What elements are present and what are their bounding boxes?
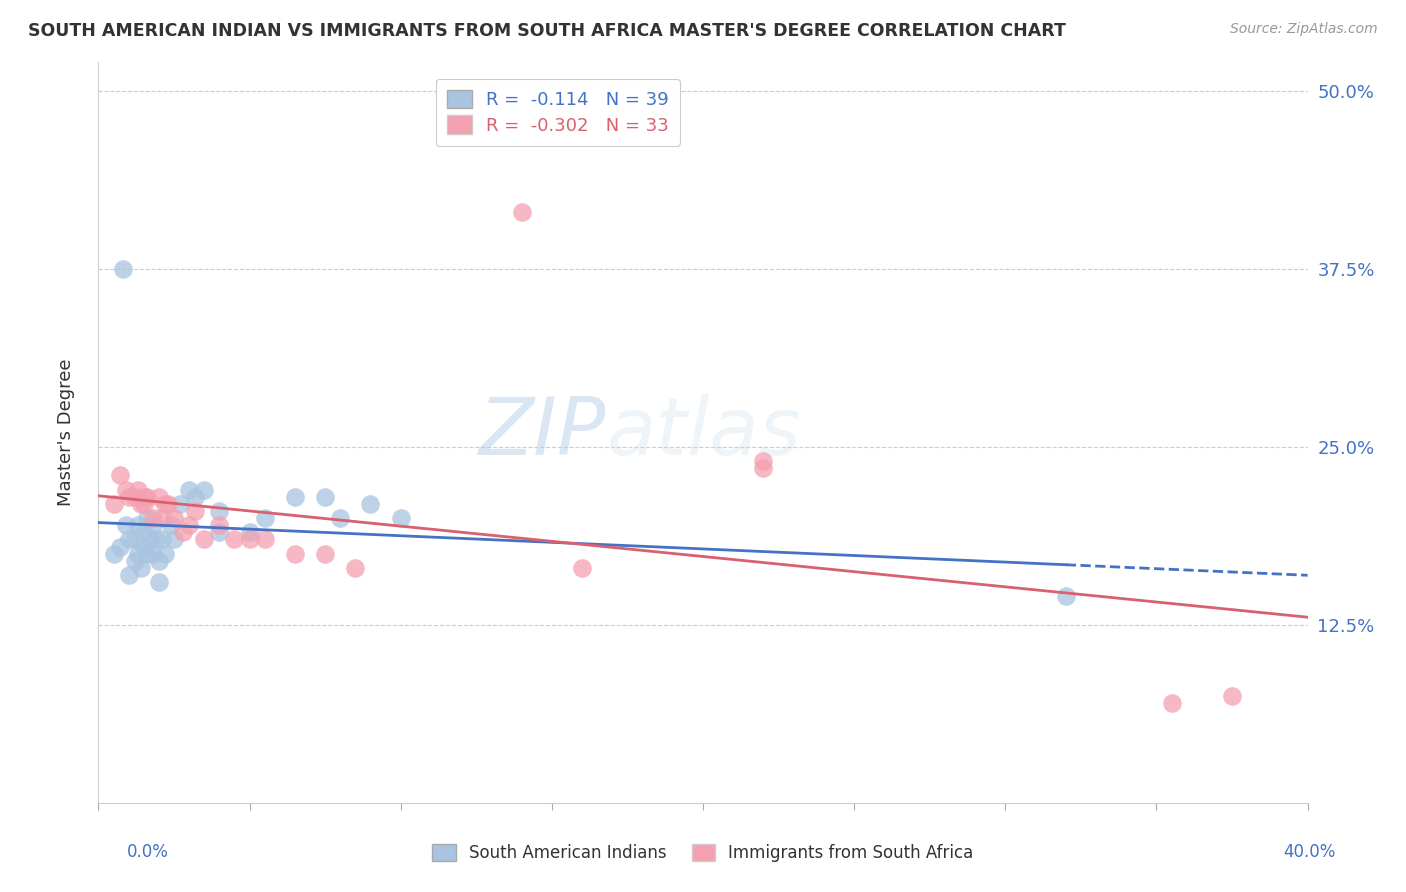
Point bbox=[124, 490, 146, 504]
Point bbox=[132, 490, 155, 504]
Point bbox=[314, 490, 336, 504]
Point bbox=[142, 547, 165, 561]
Point bbox=[148, 490, 170, 504]
Point bbox=[127, 483, 149, 497]
Point bbox=[118, 490, 141, 504]
Point bbox=[193, 533, 215, 547]
Point bbox=[752, 461, 775, 475]
Point bbox=[179, 483, 201, 497]
Point bbox=[103, 547, 125, 561]
Point bbox=[184, 504, 207, 518]
Point bbox=[163, 533, 186, 547]
Y-axis label: Master's Degree: Master's Degree bbox=[56, 359, 75, 507]
Point bbox=[111, 261, 134, 276]
Point bbox=[193, 483, 215, 497]
Point bbox=[135, 490, 157, 504]
Point bbox=[156, 497, 179, 511]
Text: ZIP: ZIP bbox=[479, 393, 606, 472]
Point bbox=[208, 504, 231, 518]
Text: SOUTH AMERICAN INDIAN VS IMMIGRANTS FROM SOUTH AFRICA MASTER'S DEGREE CORRELATIO: SOUTH AMERICAN INDIAN VS IMMIGRANTS FROM… bbox=[28, 22, 1066, 40]
Point bbox=[127, 518, 149, 533]
Point bbox=[148, 554, 170, 568]
Point bbox=[127, 547, 149, 561]
Point bbox=[118, 533, 141, 547]
Point bbox=[253, 511, 276, 525]
Point bbox=[239, 533, 262, 547]
Point bbox=[139, 533, 162, 547]
Point bbox=[752, 454, 775, 468]
Point bbox=[135, 547, 157, 561]
Point bbox=[510, 205, 533, 219]
Point bbox=[179, 518, 201, 533]
Point bbox=[132, 540, 155, 554]
Point bbox=[148, 575, 170, 590]
Point bbox=[571, 561, 593, 575]
Point bbox=[172, 525, 194, 540]
Point bbox=[239, 525, 262, 540]
Point bbox=[160, 518, 183, 533]
Point bbox=[142, 518, 165, 533]
Point bbox=[208, 518, 231, 533]
Point bbox=[360, 497, 382, 511]
Point bbox=[284, 547, 307, 561]
Point bbox=[108, 540, 131, 554]
Point bbox=[1160, 696, 1182, 710]
Point bbox=[329, 511, 352, 525]
Point bbox=[114, 518, 136, 533]
Point bbox=[389, 511, 412, 525]
Point bbox=[132, 497, 155, 511]
Point bbox=[124, 533, 146, 547]
Point bbox=[118, 568, 141, 582]
Point bbox=[150, 533, 173, 547]
Point bbox=[129, 497, 152, 511]
Point bbox=[114, 483, 136, 497]
Point bbox=[103, 497, 125, 511]
Point bbox=[208, 525, 231, 540]
Point bbox=[129, 561, 152, 575]
Point bbox=[284, 490, 307, 504]
Point bbox=[163, 511, 186, 525]
Point bbox=[132, 525, 155, 540]
Text: 40.0%: 40.0% bbox=[1284, 843, 1336, 861]
Text: atlas: atlas bbox=[606, 393, 801, 472]
Text: Source: ZipAtlas.com: Source: ZipAtlas.com bbox=[1230, 22, 1378, 37]
Point bbox=[344, 561, 367, 575]
Point bbox=[253, 533, 276, 547]
Legend: South American Indians, Immigrants from South Africa: South American Indians, Immigrants from … bbox=[426, 837, 980, 869]
Point bbox=[153, 547, 176, 561]
Point bbox=[1054, 590, 1077, 604]
Point bbox=[169, 497, 191, 511]
Point bbox=[135, 511, 157, 525]
Point bbox=[124, 554, 146, 568]
Text: 0.0%: 0.0% bbox=[127, 843, 169, 861]
Point bbox=[142, 511, 165, 525]
Point bbox=[145, 533, 167, 547]
Point bbox=[184, 490, 207, 504]
Point bbox=[314, 547, 336, 561]
Point bbox=[153, 497, 176, 511]
Point bbox=[224, 533, 246, 547]
Point bbox=[150, 511, 173, 525]
Point bbox=[108, 468, 131, 483]
Point bbox=[1220, 689, 1243, 703]
